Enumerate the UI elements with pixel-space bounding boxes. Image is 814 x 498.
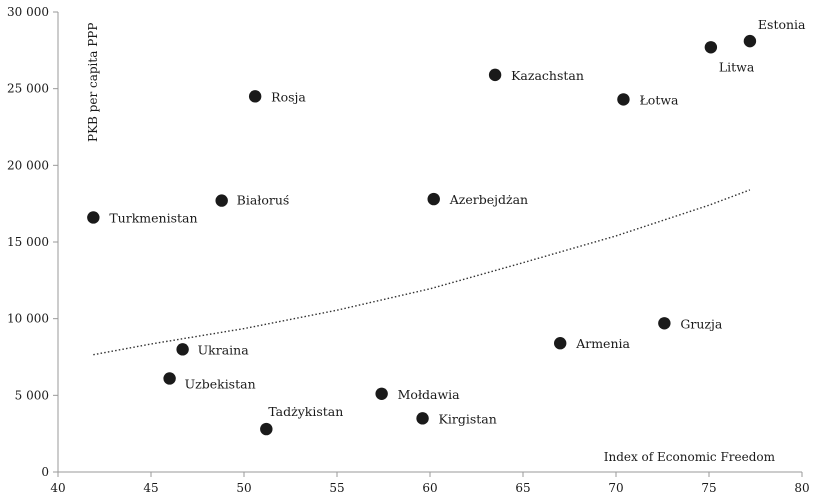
point-label: Kazachstan: [511, 68, 584, 83]
data-point: Mołdawia: [375, 387, 460, 402]
data-points: Estonia Litwa Kazachstan Rosja Łotwa Białoruś…: [87, 17, 806, 436]
y-tick-label: 5 000: [15, 388, 49, 402]
data-point: Gruzja: [658, 316, 723, 331]
x-tick-label: 70: [608, 481, 623, 495]
point-marker: [617, 93, 630, 106]
data-point: Litwa: [704, 41, 755, 74]
x-axis-ticks: 40 45 50 55 60 65 70 75 80: [50, 472, 810, 495]
point-marker: [163, 372, 176, 385]
point-label: Estonia: [758, 17, 806, 32]
point-label: Turkmenistan: [109, 210, 197, 225]
y-tick-label: 0: [41, 465, 49, 479]
point-marker: [260, 422, 273, 436]
y-axis-ticks: 0 5 000 10 000 15 000 20 000 25 000 30 000: [7, 5, 58, 479]
point-marker: [704, 41, 718, 54]
point-marker: [658, 317, 671, 330]
axes: [57, 12, 802, 473]
point-marker: [488, 68, 502, 82]
point-marker: [248, 90, 262, 103]
data-point: Białoruś: [215, 193, 289, 208]
point-marker: [743, 34, 757, 48]
x-tick-label: 80: [794, 481, 809, 495]
data-point: Łotwa: [617, 92, 679, 107]
x-tick-label: 50: [236, 481, 251, 495]
x-tick-label: 75: [701, 481, 716, 495]
point-marker: [427, 192, 440, 206]
point-label: Kirgistan: [439, 411, 497, 426]
point-marker: [416, 412, 429, 425]
point-label: Azerbejdżan: [449, 192, 528, 207]
data-point: Rosja: [248, 89, 306, 104]
point-label: Litwa: [719, 59, 755, 74]
data-point: Estonia: [743, 17, 806, 48]
point-label: Gruzja: [680, 316, 722, 331]
point-label: Białoruś: [237, 193, 290, 208]
data-point: Ukraina: [176, 342, 249, 357]
point-label: Łotwa: [639, 92, 679, 107]
y-tick-label: 10 000: [7, 312, 49, 326]
point-label: Rosja: [271, 89, 306, 104]
point-marker: [375, 387, 388, 400]
data-point: Azerbejdżan: [427, 192, 528, 207]
trendline: [93, 189, 751, 356]
y-tick-label: 30 000: [7, 5, 49, 19]
y-tick-label: 25 000: [7, 82, 49, 96]
data-point: Uzbekistan: [163, 372, 256, 391]
data-point: Turkmenistan: [87, 210, 198, 225]
data-point: Armenia: [554, 336, 631, 351]
point-label: Tadżykistan: [268, 404, 343, 419]
point-marker: [215, 194, 228, 207]
x-tick-label: 40: [50, 481, 65, 495]
data-point: Kazachstan: [488, 68, 584, 83]
x-tick-label: 60: [422, 481, 437, 495]
point-label: Armenia: [575, 336, 630, 351]
y-axis-label: PKB per capita PPP: [86, 23, 100, 142]
point-label: Uzbekistan: [185, 376, 256, 391]
x-tick-label: 45: [143, 481, 158, 495]
point-label: Mołdawia: [398, 387, 461, 402]
data-point: Tadżykistan: [260, 404, 343, 436]
x-tick-label: 65: [515, 481, 530, 495]
point-label: Ukraina: [198, 342, 250, 357]
data-point: Kirgistan: [416, 411, 497, 426]
y-tick-label: 20 000: [7, 158, 49, 172]
point-marker: [176, 343, 189, 356]
point-marker: [554, 337, 567, 350]
x-axis-label: Index of Economic Freedom: [604, 450, 776, 464]
x-tick-label: 55: [329, 481, 344, 495]
point-marker: [87, 211, 100, 224]
y-tick-label: 15 000: [7, 235, 49, 249]
